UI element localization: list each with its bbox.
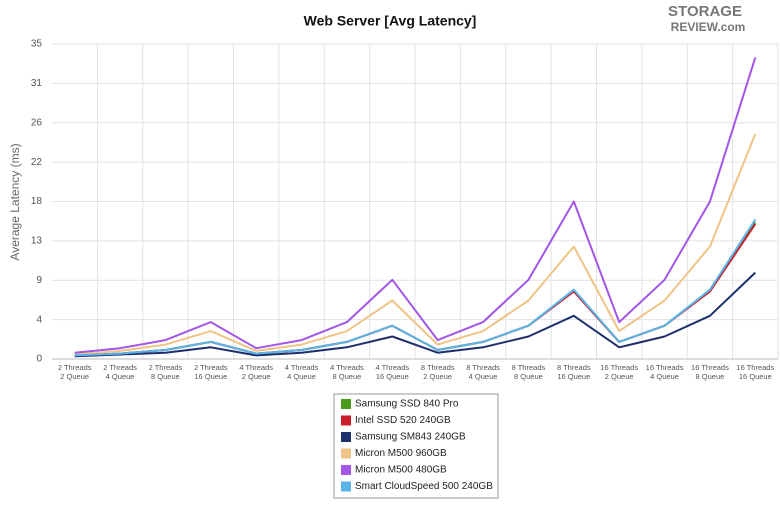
- x-tick-label: 4 Queue: [287, 372, 316, 381]
- x-tick-label: 8 Queue: [151, 372, 180, 381]
- legend-swatch: [341, 481, 351, 492]
- x-tick-label: 16 Queue: [557, 372, 590, 381]
- y-axis-label: Average Latency (ms): [8, 143, 22, 260]
- series-line: [74, 133, 757, 356]
- x-tick-label: 4 Threads: [239, 363, 273, 372]
- y-tick-label: 9: [36, 275, 42, 286]
- legend-box: [333, 393, 499, 499]
- x-tick-label: 2 Threads: [194, 363, 228, 372]
- logo-line2: REVIEW.com: [671, 20, 746, 34]
- x-tick-label: 2 Queue: [423, 372, 452, 381]
- x-tick-label: 16 Queue: [194, 372, 227, 381]
- series-line: [74, 271, 757, 358]
- x-tick-label: 8 Queue: [514, 372, 543, 381]
- x-tick-label: 2 Queue: [242, 372, 271, 381]
- legend-swatch: [341, 399, 351, 409]
- legend-swatch: [341, 465, 351, 475]
- x-tick-label: 8 Threads: [466, 363, 500, 372]
- legend-label: Smart CloudSpeed 500 240GB: [355, 481, 493, 492]
- x-tick-label: 16 Queue: [376, 372, 409, 381]
- x-tick-label: 4 Threads: [330, 363, 364, 372]
- x-tick-label: 16 Queue: [739, 372, 772, 381]
- x-tick-label: 2 Queue: [60, 372, 89, 381]
- x-tick-label: 2 Threads: [58, 363, 92, 372]
- legend-label: Micron M500 960GB: [355, 448, 447, 459]
- series-line: [74, 57, 757, 354]
- x-tick-label: 8 Threads: [512, 363, 546, 372]
- x-tick-label: 4 Threads: [285, 363, 319, 372]
- y-tick-label: 13: [31, 236, 43, 247]
- x-tick-label: 16 Threads: [736, 363, 774, 372]
- y-tick-label: 35: [31, 39, 43, 50]
- x-tick-label: 16 Threads: [691, 363, 729, 372]
- x-tick-label: 2 Threads: [103, 363, 137, 372]
- x-tick-label: 8 Threads: [557, 363, 591, 372]
- chart-title: Web Server [Avg Latency]: [304, 13, 477, 29]
- x-tick-label: 2 Queue: [605, 372, 634, 381]
- y-tick-label: 31: [31, 78, 43, 89]
- y-tick-label: 26: [31, 117, 43, 128]
- x-tick-label: 2 Threads: [149, 363, 183, 372]
- x-tick-label: 16 Threads: [600, 363, 638, 372]
- y-tick-label: 0: [36, 354, 42, 365]
- legend-label: Samsung SSD 840 Pro: [355, 399, 459, 410]
- x-tick-label: 8 Queue: [333, 372, 362, 381]
- x-tick-label: 16 Threads: [646, 363, 684, 372]
- legend-label: Intel SSD 520 240GB: [355, 415, 451, 426]
- x-tick-label: 8 Queue: [696, 372, 725, 381]
- x-tick-label: 4 Queue: [469, 372, 498, 381]
- legend-swatch: [341, 415, 351, 426]
- series-line: [74, 218, 757, 357]
- x-tick-label: 4 Queue: [106, 372, 135, 381]
- legend-label: Micron M500 480GB: [355, 465, 447, 476]
- x-tick-label: 8 Threads: [421, 363, 455, 372]
- legend-swatch: [341, 432, 351, 442]
- y-tick-label: 4: [36, 314, 42, 325]
- legend-label: Samsung SM843 240GB: [355, 432, 466, 443]
- y-tick-label: 18: [31, 196, 43, 207]
- y-tick-label: 22: [31, 157, 43, 168]
- legend-swatch: [341, 448, 351, 459]
- logo-line1: STORAGE: [668, 3, 742, 20]
- x-tick-label: 4 Threads: [375, 363, 409, 372]
- x-tick-label: 4 Queue: [650, 372, 679, 381]
